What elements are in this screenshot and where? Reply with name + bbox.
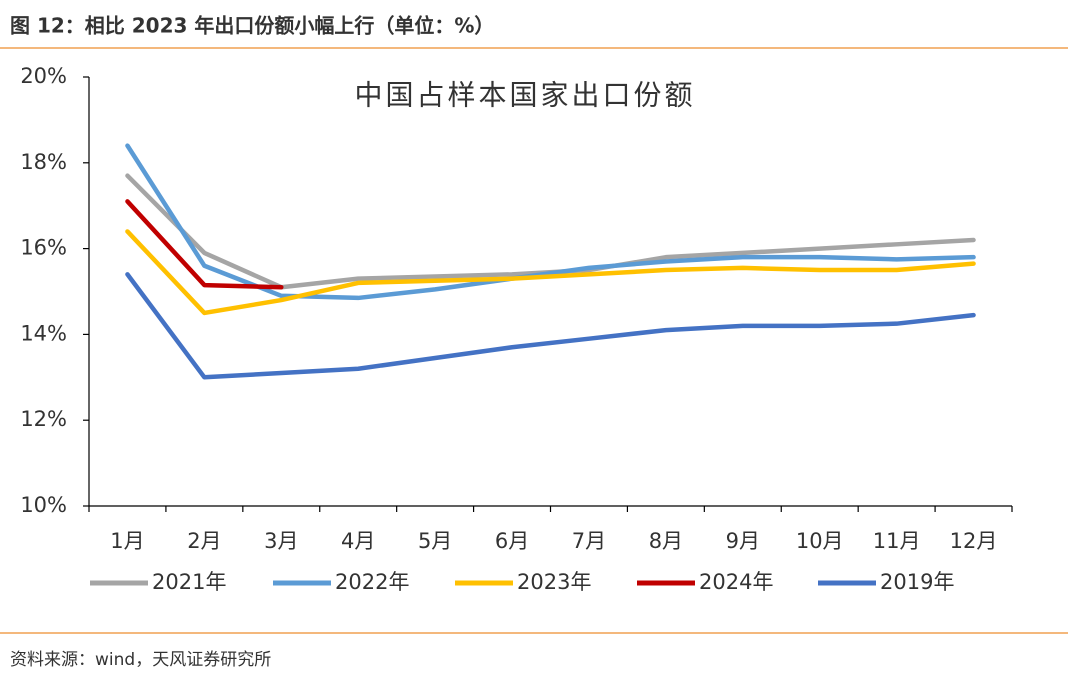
y-tick-label: 20% (20, 64, 67, 88)
x-tick-label: 4月 (341, 529, 375, 553)
x-tick-label: 12月 (950, 529, 998, 553)
x-tick-label: 6月 (495, 529, 529, 553)
x-tick-label: 9月 (726, 529, 760, 553)
series-line (125, 143, 976, 301)
legend-label: 2023年 (517, 570, 591, 594)
series-line (125, 199, 284, 290)
y-tick-label: 18% (20, 150, 67, 174)
x-tick-label: 7月 (572, 529, 606, 553)
x-tick-label: 3月 (264, 529, 298, 553)
x-tick-label: 2月 (187, 529, 221, 553)
series-line (125, 229, 976, 316)
chart-title: 中国占样本国家出口份额 (354, 79, 695, 112)
x-tick-label: 11月 (873, 529, 921, 553)
figure-title: 图 12：相比 2023 年出口份额小幅上行（单位：%） (10, 14, 494, 38)
legend-label: 2021年 (152, 570, 226, 594)
y-tick-label: 10% (20, 493, 67, 517)
series-line (125, 272, 976, 380)
legend-label: 2019年 (880, 570, 954, 594)
legend-label: 2024年 (699, 570, 773, 594)
x-tick-label: 10月 (796, 529, 844, 553)
y-tick-label: 12% (20, 407, 67, 431)
source-note: 资料来源：wind，天风证券研究所 (10, 650, 271, 670)
x-tick-label: 5月 (418, 529, 452, 553)
x-tick-label: 1月 (110, 529, 144, 553)
y-tick-label: 14% (20, 321, 67, 345)
x-tick-label: 8月 (649, 529, 683, 553)
legend-label: 2022年 (335, 570, 409, 594)
y-tick-label: 16% (20, 236, 67, 260)
